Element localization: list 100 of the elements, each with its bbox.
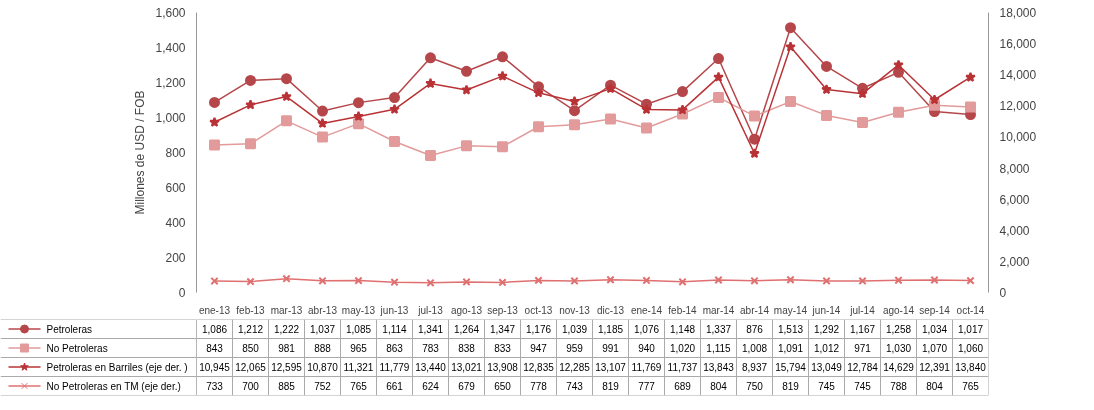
data-label: 1,212 <box>237 324 264 335</box>
data-label: 13,908 <box>487 362 519 373</box>
x-tick-label: jun-14 <box>811 304 841 316</box>
data-label: 10,945 <box>199 362 231 373</box>
y2-tick-label: 16,000 <box>999 37 1037 52</box>
data-label: 11,769 <box>631 362 662 373</box>
data-label: 15,794 <box>775 362 807 373</box>
data-label: 981 <box>278 343 296 354</box>
legend-label: Petroleras en Barriles (eje der. ) <box>46 361 188 373</box>
data-label: 778 <box>530 381 548 392</box>
data-label: 745 <box>854 381 872 392</box>
data-label: 885 <box>278 381 296 392</box>
y2-tick-label: 18,000 <box>999 6 1037 20</box>
y-tick-label: 1,000 <box>155 111 186 125</box>
data-label: 863 <box>386 343 404 354</box>
data-label: 13,107 <box>595 362 627 373</box>
data-label: 679 <box>458 381 476 392</box>
y-tick-label: 1,400 <box>155 41 186 55</box>
data-label: 1,114 <box>382 324 408 335</box>
data-label: 650 <box>494 381 512 392</box>
y-tick-label: 1,600 <box>155 6 186 20</box>
data-label: 1,185 <box>597 324 624 335</box>
x-tick-label: jul-14 <box>849 304 876 316</box>
data-label: 733 <box>206 381 224 392</box>
y2-tick-label: 6,000 <box>999 192 1030 207</box>
data-label: 12,065 <box>235 362 267 373</box>
data-label: 783 <box>422 343 440 354</box>
data-label: 10,870 <box>307 362 339 373</box>
data-label: 833 <box>494 343 512 354</box>
data-label: 819 <box>782 381 800 392</box>
data-label: 1,008 <box>741 343 768 354</box>
x-tick-label: jun-13 <box>379 304 409 316</box>
x-tick-label: dic-13 <box>596 304 625 316</box>
data-label: 1,337 <box>705 324 732 335</box>
data-label: 12,285 <box>559 362 591 373</box>
data-label: 11,779 <box>379 362 410 373</box>
data-label: 13,840 <box>955 362 987 373</box>
y-tick-label: 1,200 <box>155 76 186 90</box>
data-label: 843 <box>206 343 224 354</box>
data-label: 700 <box>242 381 260 392</box>
data-label: 1,037 <box>309 324 336 335</box>
data-label: 1,258 <box>885 324 912 335</box>
data-label: 788 <box>890 381 908 392</box>
data-label: 12,595 <box>271 362 303 373</box>
data-label: 965 <box>350 343 368 354</box>
data-label: 1,085 <box>345 324 372 335</box>
data-label: 1,167 <box>849 324 876 335</box>
y2-tick-label: 0 <box>999 286 1007 300</box>
data-label: 752 <box>314 381 332 392</box>
data-label: 819 <box>602 381 620 392</box>
x-tick-label: ago-13 <box>450 304 483 316</box>
x-tick-label: ago-14 <box>882 304 915 316</box>
data-label: 838 <box>458 343 476 354</box>
x-tick-label: feb-13 <box>236 304 266 316</box>
data-label: 971 <box>854 343 872 354</box>
data-label: 804 <box>710 381 728 392</box>
data-label: 1,076 <box>633 324 660 335</box>
data-label: 13,021 <box>451 362 483 373</box>
y2-tick-label: 14,000 <box>999 68 1037 83</box>
data-label: 12,784 <box>847 362 879 373</box>
data-label: 1,292 <box>813 324 840 335</box>
data-label: 1,264 <box>453 324 480 335</box>
data-label: 765 <box>962 381 980 392</box>
data-label: 940 <box>638 343 656 354</box>
y2-tick-label: 8,000 <box>999 161 1030 176</box>
data-label: 743 <box>566 381 584 392</box>
x-tick-label: sep-14 <box>919 304 951 316</box>
x-tick-label: nov-13 <box>559 304 591 316</box>
legend-label: No Petroleras <box>46 342 108 354</box>
data-label: 1,091 <box>777 343 804 354</box>
x-tick-label: may-14 <box>773 304 808 316</box>
legend-label: Petroleras <box>46 323 93 335</box>
data-label: 777 <box>638 381 656 392</box>
y-tick-label: 600 <box>165 181 186 195</box>
data-label: 1,176 <box>525 324 552 335</box>
data-label: 13,440 <box>415 362 447 373</box>
y2-tick-label: 10,000 <box>999 130 1037 145</box>
data-label: 689 <box>674 381 692 392</box>
y-tick-label: 400 <box>165 216 186 230</box>
x-tick-label: mar-14 <box>702 304 735 316</box>
data-label: 750 <box>746 381 764 392</box>
data-label: 804 <box>926 381 944 392</box>
data-label: 1,017 <box>957 324 984 335</box>
data-label: 13,843 <box>703 362 735 373</box>
data-label: 13,049 <box>811 362 843 373</box>
data-label: 888 <box>314 343 332 354</box>
data-label: 1,070 <box>921 343 948 354</box>
y-tick-label: 800 <box>165 146 186 160</box>
x-tick-label: mar-13 <box>270 304 303 316</box>
x-tick-label: abr-13 <box>308 304 338 316</box>
data-label: 661 <box>386 381 404 392</box>
data-label: 876 <box>746 324 764 335</box>
x-tick-label: feb-14 <box>668 304 698 316</box>
x-tick-label: may-13 <box>341 304 376 316</box>
data-label: 1,086 <box>201 324 228 335</box>
data-label: 12,835 <box>523 362 555 373</box>
y-tick-label: 0 <box>178 286 186 300</box>
data-label: 12,391 <box>919 362 951 373</box>
legend-label: No Petroleras en TM (eje der.) <box>46 380 181 392</box>
data-label: 1,012 <box>813 343 840 354</box>
